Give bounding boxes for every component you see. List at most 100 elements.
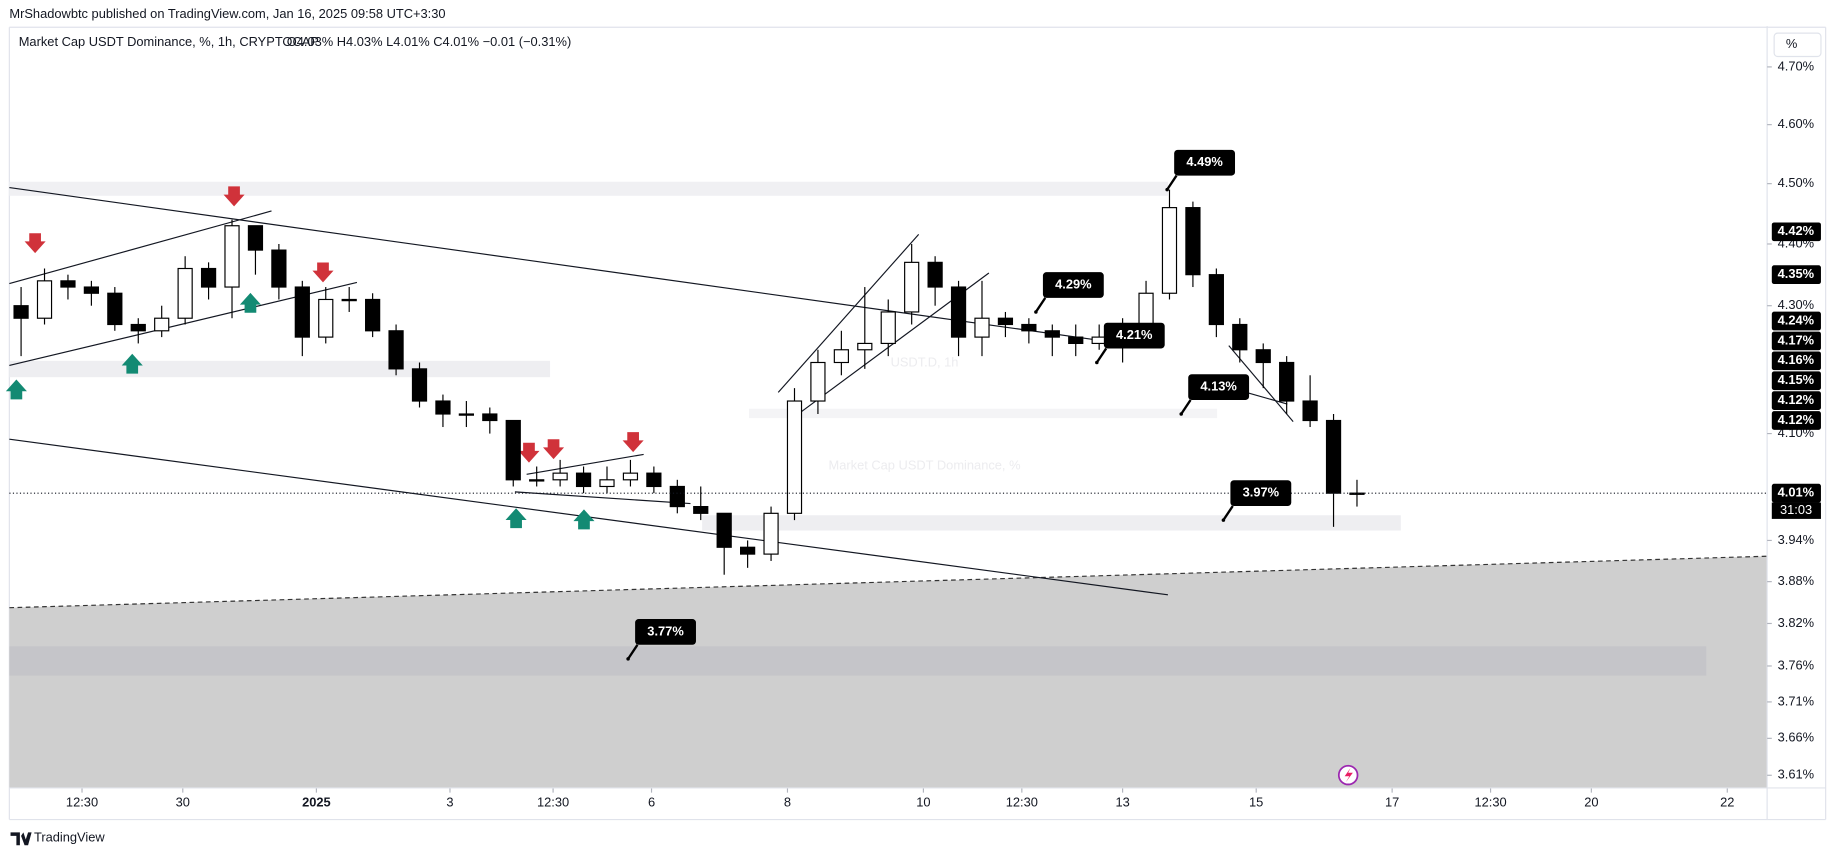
support-band [9,646,1707,676]
callout-box [1188,374,1250,400]
callout-box [1174,149,1236,176]
candle-body [904,261,920,313]
trendline [514,491,691,505]
trendline [9,187,1112,343]
candle-body [1021,323,1037,332]
mid-zone [748,408,1218,419]
callout-anchor [1165,187,1169,192]
x-tick-label: 17 [1385,795,1399,810]
event-bolt [1344,768,1353,783]
y-tick-label: 3.88% [1778,573,1814,588]
candle-body [974,317,990,338]
x-tick-label: 2025 [302,795,331,810]
candle-body [833,349,849,364]
candle-body [435,400,451,415]
candle-body [950,286,967,338]
callout-pointer [1095,347,1108,364]
candle-body [857,342,873,351]
candle-body [763,512,779,555]
brand-name: TradingView [34,830,105,845]
price-label-box [1771,351,1821,371]
trendline [9,210,272,285]
support-zone [9,360,551,378]
callout-box [1230,480,1292,507]
candle-body [318,298,334,338]
x-tick-label: 6 [648,795,655,810]
candle-body [622,472,639,481]
price-callout: 4.13% [1179,374,1250,416]
dashed-trendline [9,555,1768,609]
callout-pointer [1222,505,1234,521]
countdown: 31:03 [1780,502,1812,517]
x-tick-label: 22 [1720,795,1734,810]
candle-body [247,225,264,251]
callout-pointer [627,644,639,660]
candle-body [60,280,76,288]
candle-body [1302,400,1318,422]
scale-button-label[interactable]: % [1786,36,1797,51]
price-label: 4.17% [1778,332,1815,347]
price-callout: 4.21% [1095,322,1165,365]
candle-body [177,267,193,319]
callout-anchor [1095,360,1099,365]
y-tick-label: 3.66% [1778,730,1814,745]
candle-body [1068,336,1084,345]
candle-body [36,280,53,319]
candle-body [927,261,943,288]
candle-body [1232,323,1248,351]
price-callout: 4.49% [1165,149,1236,192]
ohlc-legend: O4.03% H4.03% L4.01% C4.01% −0.01 (−0.31… [287,34,572,49]
candle-body [1279,361,1295,402]
callout-box [1042,272,1104,298]
candle-body [1044,330,1060,338]
y-tick-label: 3.71% [1778,693,1814,708]
x-tick-label: 10 [916,795,930,810]
candle-body [1325,419,1342,494]
candle-body [224,225,240,288]
price-callout: 3.77% [626,619,696,661]
x-tick-label: 15 [1249,795,1263,810]
candle-body [13,305,29,319]
price-callout: 4.29% [1034,272,1104,314]
trendline [777,234,920,393]
callout-label: 3.77% [647,623,684,638]
x-tick-label: 12:30 [66,795,98,810]
price-label: 4.12% [1778,392,1815,407]
y-tick-label: 3.61% [1778,767,1814,782]
price-label: 4.35% [1778,266,1815,281]
price-label: 4.15% [1778,372,1815,387]
x-tick-label: 20 [1584,795,1598,810]
candle-body [880,311,896,345]
x-tick-label: 3 [446,795,453,810]
price-label: 4.42% [1778,223,1815,238]
candle-body [575,472,592,488]
y-tick-label: 4.70% [1778,58,1814,73]
candle-body [341,298,357,302]
callout-label: 4.13% [1200,378,1237,393]
candle-body [130,323,146,332]
price-label: 4.24% [1778,312,1815,327]
candle-body [1349,492,1365,495]
x-tick-label: 13 [1115,795,1129,810]
candle-body [458,413,474,416]
callout-anchor [626,657,630,661]
candle-body [1255,349,1271,364]
price-label-box [1771,483,1821,503]
callout-anchor [1034,310,1038,314]
y-tick-label: 3.94% [1778,532,1814,547]
price-label-box [1771,222,1821,242]
callout-label: 4.21% [1116,327,1153,342]
candle-body [810,361,826,402]
price-label-box [1771,331,1821,351]
scale-button[interactable] [1773,32,1822,58]
candle-body [599,479,615,488]
price-label: 4.12% [1778,412,1815,427]
symbol-title: Market Cap USDT Dominance, %, 1h, CRYPTO… [19,34,319,49]
candle-body [411,368,428,402]
demand-zone [702,515,1401,531]
trendline [1246,391,1288,405]
callout-label: 4.29% [1055,276,1092,291]
price-label: 4.01% [1778,485,1815,500]
brand-logo [10,832,32,846]
